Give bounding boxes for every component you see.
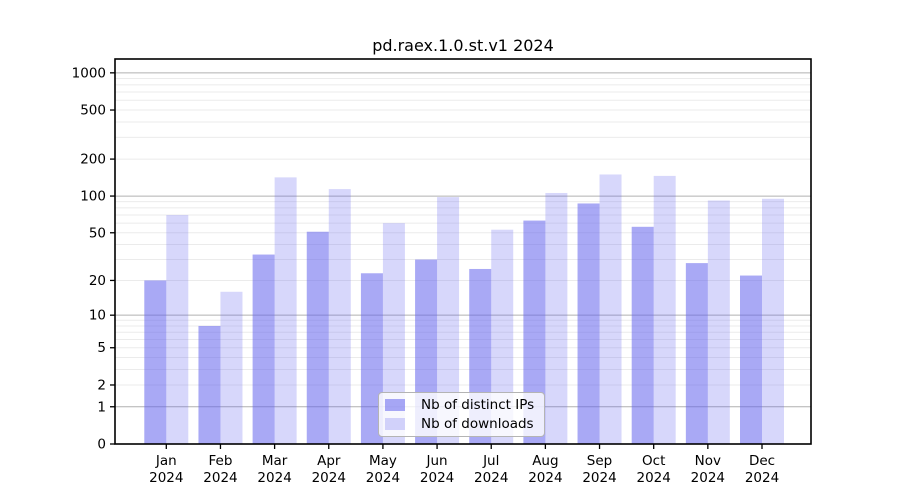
bar-downloads-jun (437, 197, 460, 444)
x-tick-year-oct: 2024 (637, 470, 671, 486)
bar-distinct-ips-oct (631, 226, 654, 444)
x-tick-label-nov: Nov (695, 453, 721, 469)
y-tick-label-1000: 1000 (72, 65, 106, 81)
bar-distinct-ips-nov (685, 263, 708, 444)
x-tick-year-apr: 2024 (312, 470, 346, 486)
legend-item-distinct-ips: Nb of distinct IPs (385, 396, 538, 415)
legend: Nb of distinct IPs Nb of downloads (378, 392, 545, 437)
x-tick-year-aug: 2024 (528, 470, 562, 486)
x-tick-label-feb: Feb (209, 453, 233, 469)
bar-downloads-aug (545, 192, 568, 444)
x-tick-label-oct: Oct (642, 453, 665, 469)
x-tick-label-apr: Apr (317, 453, 341, 469)
x-tick-label-sep: Sep (587, 453, 612, 469)
bar-downloads-jan (166, 214, 189, 444)
legend-item-downloads: Nb of downloads (385, 415, 538, 434)
x-tick-label-may: May (369, 453, 397, 469)
axes-frame (114, 58, 812, 445)
y-tick-label-5: 5 (97, 340, 106, 356)
y-tick-label-200: 200 (80, 152, 106, 168)
chart-title: pd.raex.1.0.st.v1 2024 (372, 36, 554, 55)
bar-distinct-ips-sep (577, 203, 600, 444)
legend-label-downloads: Nb of downloads (421, 415, 534, 432)
x-tick-year-may: 2024 (366, 470, 400, 486)
x-tick-label-aug: Aug (532, 453, 558, 469)
bar-distinct-ips-jan (144, 280, 167, 444)
x-tick-year-jul: 2024 (474, 470, 508, 486)
bar-downloads-dec (762, 198, 784, 444)
bar-distinct-ips-aug (523, 220, 546, 444)
bar-downloads-sep (599, 174, 622, 444)
bar-distinct-ips-feb (198, 325, 221, 444)
bar-downloads-mar (274, 177, 297, 444)
bar-downloads-jul (491, 229, 514, 444)
y-tick-label-10: 10 (89, 308, 106, 324)
legend-swatch-downloads (385, 417, 405, 430)
legend-label-distinct-ips: Nb of distinct IPs (421, 397, 535, 414)
bar-distinct-ips-apr (306, 231, 329, 444)
legend-swatch-distinct-ips (385, 399, 405, 412)
x-tick-year-mar: 2024 (257, 470, 291, 486)
x-tick-year-nov: 2024 (691, 470, 725, 486)
x-tick-label-mar: Mar (262, 453, 288, 469)
bar-distinct-ips-dec (740, 275, 762, 444)
bar-downloads-apr (328, 189, 351, 444)
x-tick-year-sep: 2024 (582, 470, 616, 486)
bar-distinct-ips-mar (252, 254, 275, 444)
x-tick-label-jan: Jan (155, 453, 177, 469)
y-tick-label-2: 2 (97, 377, 106, 393)
x-tick-year-jun: 2024 (420, 470, 454, 486)
bar-downloads-nov (707, 200, 730, 444)
bar-downloads-oct (653, 175, 676, 445)
bar-distinct-ips-may (360, 273, 383, 444)
x-tick-label-dec: Dec (749, 453, 775, 469)
x-tick-year-dec: 2024 (745, 470, 779, 486)
y-tick-label-0: 0 (97, 437, 106, 453)
x-tick-label-jun: Jun (426, 453, 448, 469)
y-tick-label-100: 100 (80, 189, 106, 205)
y-tick-label-50: 50 (89, 225, 106, 241)
x-tick-year-feb: 2024 (203, 470, 237, 486)
bar-downloads-feb (220, 291, 243, 444)
bar-downloads-may (382, 223, 405, 444)
x-tick-year-jan: 2024 (149, 470, 183, 486)
y-tick-label-20: 20 (89, 273, 106, 289)
y-tick-label-1: 1 (97, 399, 106, 415)
y-tick-label-500: 500 (80, 103, 106, 119)
x-tick-label-jul: Jul (482, 453, 499, 469)
